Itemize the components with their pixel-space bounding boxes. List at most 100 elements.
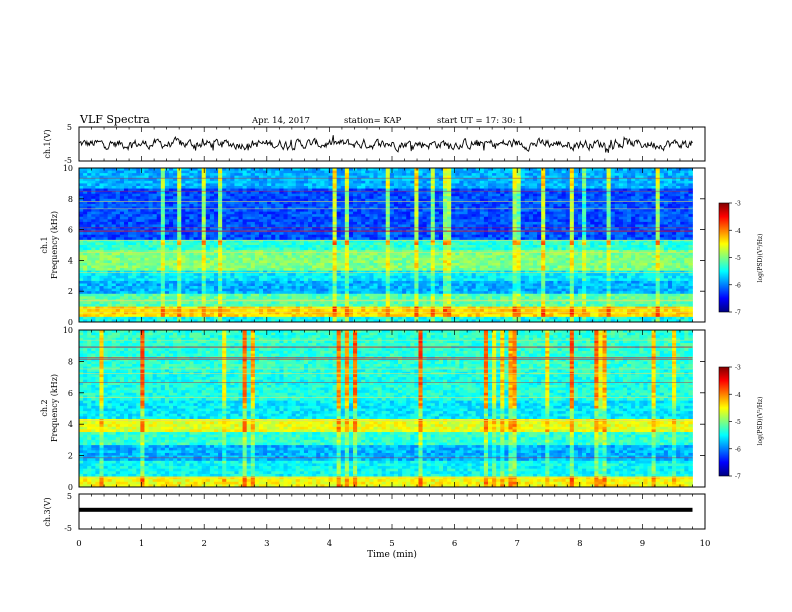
spec1-cell [361,194,365,197]
spec1-cell [288,242,292,245]
spec1-cell [365,224,369,227]
spec1-cell [582,222,586,225]
spec1-cell [259,232,263,235]
spec1-cell [394,237,398,240]
spec1-cell [447,173,451,176]
spec1-cell [153,183,157,186]
spec1-cell [222,194,226,197]
spec1-cell [328,237,332,240]
spec1-cell [177,212,181,215]
spec1-cell [357,183,361,186]
spec1-cell [87,196,91,199]
spec1-cell [378,209,382,212]
spec1-cell [108,219,112,222]
spec1-cell [435,217,439,220]
spec1-cell [108,178,112,181]
spec1-cell [402,242,406,245]
spec1-cell [570,217,574,220]
spec1-cell [161,253,165,256]
spec1-cell [566,209,570,212]
spec1-cell [676,245,680,248]
spec1-cell [79,245,83,248]
spec1-cell [545,181,549,184]
spec1-cell [316,173,320,176]
spec1-cell [594,194,598,197]
spec1-cell [247,217,251,220]
spec1-cell [496,248,500,251]
spec1-cell [488,171,492,174]
spec1-cell [680,178,684,181]
spec1-cell [357,212,361,215]
spec1-cell [394,178,398,181]
spec1-cell [664,224,668,227]
spec1-cell [558,181,562,184]
spec1-cell [304,224,308,227]
spec1-cell [157,204,161,207]
spec1-cell [341,212,345,215]
spec1-cell [161,204,165,207]
spec1-cell [656,217,660,220]
spec1-cell [529,183,533,186]
spec1-cell [165,212,169,215]
spec1-cell [308,217,312,220]
spec1-cell [660,171,664,174]
spec1-cell [476,222,480,225]
spec1-cell [144,242,148,245]
spec1-cell [104,171,108,174]
spec1-cell [91,222,95,225]
spec1-cell [279,212,283,215]
spec1-cell [140,237,144,240]
spec1-cell [378,181,382,184]
spec1-cell [222,232,226,235]
spec1-cell [357,194,361,197]
spec1-cell [357,248,361,251]
spec1-cell [615,224,619,227]
spec1-cell [423,178,427,181]
spec1-cell [423,248,427,251]
spec1-cell [243,235,247,238]
spec1-cell [508,173,512,176]
spec1-cell [300,173,304,176]
spec1-cell [529,217,533,220]
spec1-cell [267,212,271,215]
spec1-cell [574,171,578,174]
spec1-cell [275,209,279,212]
spec1-cell [83,173,87,176]
spec1-cell [406,194,410,197]
spec1-cell [647,232,651,235]
spec1-cell [79,237,83,240]
spec1-cell [361,196,365,199]
spec1-cell [116,242,120,245]
spec1-cell [333,196,337,199]
spec1-cell [95,237,99,240]
spec1-cell [607,194,611,197]
spec1-cell [549,222,553,225]
spec1-cell [165,196,169,199]
spec1-cell [132,222,136,225]
spec1-cell [410,181,414,184]
spec1-cell [206,242,210,245]
spec1-cell [382,248,386,251]
spec1-cell [390,232,394,235]
spec1-cell [181,253,185,256]
spec1-cell [108,248,112,251]
spec1-cell [386,224,390,227]
spec1-cell [525,209,529,212]
spec1-cell [206,204,210,207]
spec1-cell [365,235,369,238]
spec1-cell [194,196,198,199]
spec1-cell [292,232,296,235]
spec1-cell [656,178,660,181]
spec1-cell [234,217,238,220]
spec1-cell [562,217,566,220]
spec1-cell [394,173,398,176]
spec1-cell [283,178,287,181]
spec1-cell [108,204,112,207]
spec1-cell [611,222,615,225]
spec1-cell [684,224,688,227]
spec1-cell [112,214,116,217]
spec1-cell [357,181,361,184]
spec1-cell [185,186,189,189]
spec1-cell [104,248,108,251]
spec1-cell [553,237,557,240]
